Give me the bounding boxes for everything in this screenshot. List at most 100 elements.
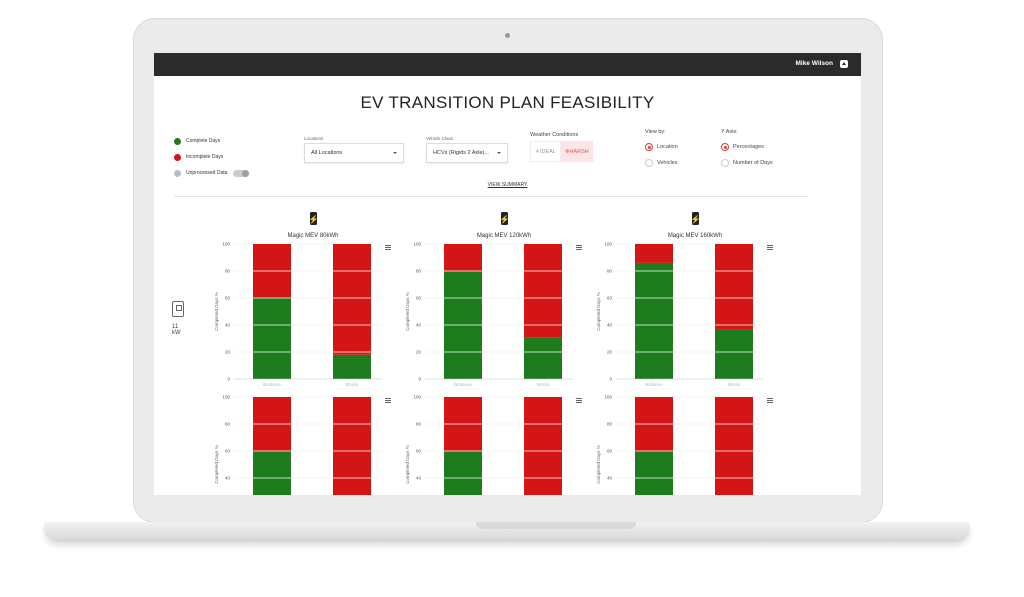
laptop-base bbox=[44, 522, 970, 542]
tick-label: 60 bbox=[607, 296, 613, 301]
legend-item-incomplete: Incomplete Days bbox=[174, 149, 249, 165]
hamburger-icon bbox=[385, 398, 391, 399]
hamburger-icon bbox=[385, 245, 391, 246]
complete-dot-icon bbox=[174, 137, 181, 145]
hamburger-icon bbox=[385, 402, 391, 403]
tick-label: 80 bbox=[416, 269, 422, 274]
legend-item-complete: Complete Days bbox=[174, 133, 249, 149]
weather-label: Weather Conditions bbox=[530, 132, 579, 138]
category-label: Brisbane bbox=[454, 382, 472, 387]
radio-label: Number of Days bbox=[733, 160, 773, 166]
tick-label: 40 bbox=[225, 323, 231, 328]
bar-complete bbox=[333, 354, 371, 379]
vehicle-class-select[interactable]: HCVs (Rigids 2 Axle)... bbox=[426, 143, 508, 163]
vehicle-class-value: HCVs (Rigids 2 Axle)... bbox=[433, 150, 489, 156]
hamburger-icon bbox=[385, 249, 391, 250]
app-screen: Mike Wilson EV TRANSITION PLAN FEASIBILI… bbox=[154, 53, 861, 495]
tick-label: 80 bbox=[416, 422, 422, 427]
incomplete-dot-icon bbox=[174, 153, 181, 161]
tick-label: 20 bbox=[607, 350, 613, 355]
category-label: Bristol bbox=[728, 382, 741, 387]
plug-icon bbox=[310, 212, 317, 225]
bolt-icon: ⚡ bbox=[691, 214, 701, 224]
tick-label: 40 bbox=[607, 323, 613, 328]
hamburger-icon bbox=[385, 400, 391, 401]
hamburger-icon bbox=[767, 400, 773, 401]
hamburger-icon bbox=[576, 247, 582, 248]
ideal-label: IDEAL bbox=[539, 148, 556, 155]
tick-label: 100 bbox=[413, 395, 421, 400]
ideal-button[interactable]: ☀ IDEAL bbox=[530, 141, 561, 162]
bar-complete bbox=[524, 337, 562, 379]
radio-checked-icon bbox=[645, 143, 653, 151]
tick-label: 40 bbox=[416, 476, 422, 481]
locations-label: Locations bbox=[304, 136, 324, 141]
divider bbox=[174, 196, 809, 197]
locations-field: Locations All Locations bbox=[304, 136, 404, 163]
legend-label: Unprocessed Data bbox=[186, 170, 228, 176]
y-axis-label: Completed Days % bbox=[214, 445, 219, 484]
tick-label: 60 bbox=[225, 296, 231, 301]
tick-label: 60 bbox=[416, 449, 422, 454]
chevron-down-icon bbox=[393, 152, 397, 154]
laptop-notch bbox=[476, 522, 636, 529]
category-label: Bristol bbox=[537, 382, 550, 387]
charts-area: ⚡ Magic MEV 80kWh Completed Days % 0 20 40 60 8… bbox=[214, 212, 773, 495]
tick-label: 80 bbox=[225, 422, 231, 427]
tick-label: 40 bbox=[607, 476, 613, 481]
bar-complete bbox=[253, 298, 291, 379]
hamburger-icon bbox=[767, 402, 773, 403]
radio-checked-icon bbox=[721, 143, 729, 151]
radio-label: Vehicles bbox=[657, 160, 678, 166]
y-axis-label: Completed Days % bbox=[596, 445, 601, 484]
plug-icon bbox=[501, 212, 508, 225]
hamburger-icon bbox=[576, 402, 582, 403]
tick-label: 80 bbox=[225, 269, 231, 274]
hamburger-icon bbox=[576, 398, 582, 399]
radio-vehicles[interactable]: Vehicles bbox=[645, 155, 678, 171]
user-name[interactable]: Mike Wilson bbox=[795, 60, 833, 67]
bar-incomplete bbox=[715, 244, 753, 330]
hamburger-icon bbox=[576, 400, 582, 401]
plug-icon bbox=[692, 212, 699, 225]
radio-percentages[interactable]: Percentages bbox=[721, 139, 773, 155]
unprocessed-toggle[interactable] bbox=[233, 169, 250, 177]
legend-label: Complete Days bbox=[186, 138, 221, 144]
bolt-icon: ⚡ bbox=[500, 214, 510, 224]
charger-unit: kW bbox=[172, 330, 181, 336]
logout-icon[interactable] bbox=[840, 60, 848, 68]
category-label: Brisbane bbox=[645, 382, 663, 387]
tick-label: 40 bbox=[225, 476, 231, 481]
radio-number-of-days[interactable]: Number of Days bbox=[721, 155, 773, 171]
view-summary-link[interactable]: VIEW SUMMARY bbox=[487, 182, 528, 188]
radio-location[interactable]: Location bbox=[645, 139, 678, 155]
hamburger-icon bbox=[385, 247, 391, 248]
hamburger-icon bbox=[767, 247, 773, 248]
vehicle-class-field: Vehicle Class HCVs (Rigids 2 Axle)... bbox=[426, 136, 508, 163]
radio-unchecked-icon bbox=[645, 159, 653, 167]
y-axis-label: Completed Days % bbox=[214, 292, 219, 331]
bar-incomplete bbox=[715, 397, 753, 495]
tick-label: 0 bbox=[418, 377, 421, 382]
radio-label: Location bbox=[657, 144, 678, 150]
harsh-label: HARSH bbox=[569, 148, 589, 155]
tick-label: 60 bbox=[225, 449, 231, 454]
y-axis-group: Y Axis: Percentages Number of Days bbox=[721, 129, 773, 171]
bar-complete bbox=[635, 262, 673, 379]
category-label: Brisbane bbox=[263, 382, 281, 387]
tick-label: 0 bbox=[227, 377, 230, 382]
hamburger-icon bbox=[576, 245, 582, 246]
chart-title: Magic MEV 80kWh bbox=[287, 233, 338, 239]
y-axis-label: Completed Days % bbox=[405, 445, 410, 484]
hamburger-icon bbox=[767, 245, 773, 246]
y-axis-label: Completed Days % bbox=[405, 292, 410, 331]
legend-item-unprocessed: Unprocessed Data bbox=[174, 165, 250, 181]
top-bar: Mike Wilson bbox=[154, 53, 861, 76]
chart-title: Magic MEV 160kWh bbox=[668, 233, 722, 239]
locations-select[interactable]: All Locations bbox=[304, 143, 404, 163]
charger-panel: 11 kW bbox=[172, 301, 184, 336]
hamburger-icon bbox=[767, 249, 773, 250]
harsh-button[interactable]: ❄ HARSH bbox=[560, 141, 593, 162]
category-label: Bristol bbox=[346, 382, 359, 387]
snowflake-icon: ❄ bbox=[564, 148, 570, 155]
